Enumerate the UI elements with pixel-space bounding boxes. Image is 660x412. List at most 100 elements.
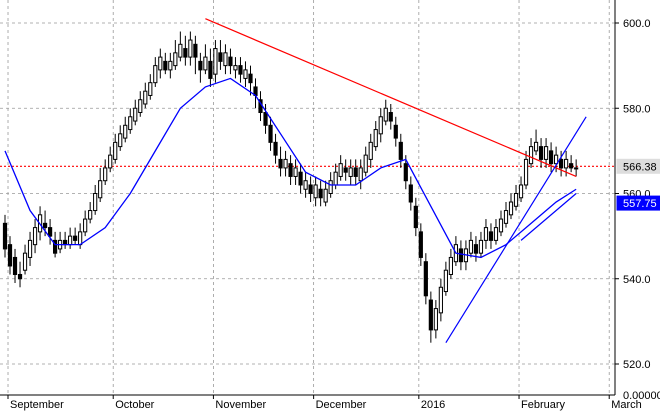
candle-body: [73, 235, 78, 241]
candle-body: [488, 231, 494, 241]
candle: [148, 74, 153, 100]
candle-body: [398, 141, 403, 160]
candle: [348, 159, 353, 185]
candle: [113, 133, 118, 164]
candle-body: [513, 193, 519, 207]
candle-body: [559, 158, 564, 169]
candle: [238, 57, 243, 83]
candle-body: [148, 82, 153, 96]
candle-body: [569, 163, 574, 169]
candle-body: [423, 261, 428, 297]
candle: [538, 138, 544, 168]
candle: [483, 219, 489, 249]
candle-body: [538, 146, 544, 160]
candle-body: [183, 48, 188, 58]
candle: [228, 48, 233, 75]
candle: [158, 48, 163, 79]
candle: [17, 261, 23, 288]
candle-body: [433, 308, 438, 331]
candle: [373, 121, 378, 151]
candle: [418, 223, 423, 266]
candle: [98, 167, 103, 203]
candle: [88, 202, 93, 224]
candle-body: [343, 167, 348, 173]
candle: [12, 248, 18, 284]
y-tick-label: 600.0: [623, 18, 651, 30]
candle: [448, 248, 453, 279]
candle-body: [7, 244, 13, 267]
candle-body: [554, 154, 559, 165]
candle: [163, 52, 168, 75]
candle: [323, 180, 328, 207]
candle-body: [53, 239, 58, 254]
plot-area: [0, 18, 615, 344]
candle-body: [348, 167, 353, 177]
candle: [313, 176, 318, 207]
candle: [408, 176, 413, 211]
current-price-badge: 566.38: [616, 158, 660, 174]
candle: [358, 159, 363, 190]
candle: [263, 103, 268, 134]
candle-body: [133, 107, 138, 122]
candle-body: [203, 56, 208, 71]
candle-body: [478, 239, 484, 254]
candle-body: [483, 227, 489, 241]
candle-body: [173, 52, 178, 67]
candle: [198, 52, 203, 83]
candle-body: [193, 43, 198, 58]
candle-body: [233, 65, 238, 71]
candle-body: [47, 227, 53, 237]
candle: [513, 184, 519, 211]
candle: [438, 278, 443, 322]
candle: [32, 219, 38, 254]
candle: [123, 116, 128, 143]
candle: [569, 155, 574, 173]
candle-body: [443, 269, 448, 293]
grid-lines: [0, 0, 615, 395]
candle-body: [238, 65, 243, 75]
candle-body: [22, 252, 28, 271]
candle: [478, 231, 484, 258]
candle: [268, 116, 273, 151]
candle-body: [283, 158, 288, 169]
candle: [288, 155, 293, 185]
candle-body: [108, 154, 113, 169]
candle: [293, 159, 298, 185]
candle: [468, 231, 474, 258]
candle: [388, 103, 393, 130]
candle: [233, 57, 238, 79]
candle-body: [448, 256, 453, 275]
candle: [273, 133, 278, 164]
candle-body: [138, 99, 143, 114]
candle-body: [93, 193, 98, 212]
candle-body: [318, 188, 323, 199]
trendline: [520, 193, 577, 241]
candle-body: [323, 188, 328, 203]
candle-body: [2, 222, 8, 250]
candle-body: [393, 124, 398, 139]
current-price-badge-bg: [616, 158, 660, 174]
candle-body: [113, 141, 118, 160]
candle: [128, 108, 133, 134]
candle-body: [403, 163, 408, 182]
candle: [283, 150, 288, 177]
candle-body: [548, 150, 554, 165]
candle-body: [243, 69, 248, 79]
y-tick-label: 520.0: [623, 359, 651, 371]
candle: [248, 65, 253, 96]
candle: [218, 40, 223, 70]
candle: [243, 61, 248, 87]
candle: [68, 227, 73, 249]
x-tick-label: December: [316, 399, 367, 411]
candle: [443, 261, 448, 296]
x-tick-label: February: [521, 399, 566, 411]
x-tick-label: 2016: [421, 399, 445, 411]
candle-body: [27, 239, 33, 258]
candle-body: [333, 171, 338, 186]
candle: [27, 231, 33, 266]
moving-average-badge: 557.75: [616, 195, 660, 211]
candle: [103, 159, 108, 185]
candle: [143, 82, 148, 109]
candle: [278, 146, 283, 177]
